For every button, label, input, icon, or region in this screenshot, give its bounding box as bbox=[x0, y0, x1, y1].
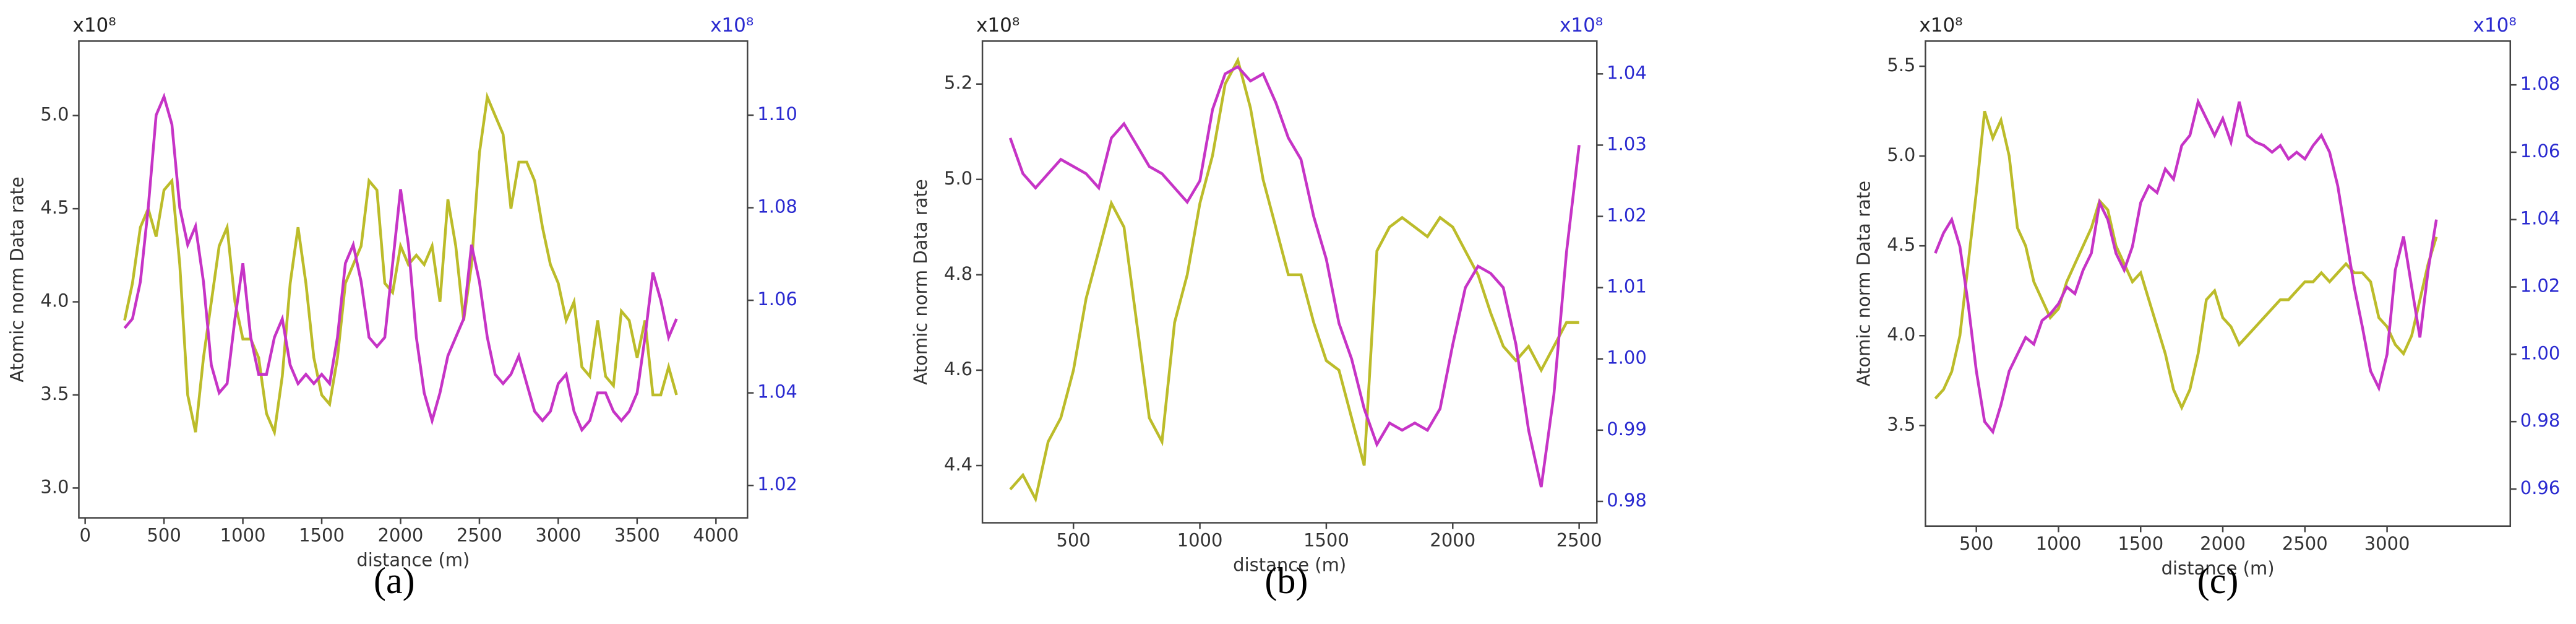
x-tick-label: 0 bbox=[79, 525, 90, 546]
y2-tick-label: 1.08 bbox=[757, 196, 797, 217]
y-tick-label: 4.4 bbox=[944, 454, 972, 475]
panel: 0 500 1000 1500 2000 2500 3000 3500 4000 3.0 3.5 4.… bbox=[6, 14, 797, 601]
y2-multiplier: x10⁸ bbox=[2473, 14, 2517, 37]
x-axis-label: distance (m) bbox=[356, 550, 470, 571]
data-line bbox=[1009, 56, 1579, 503]
y2-tick-label: 1.00 bbox=[2520, 342, 2561, 363]
y2-tick-label: 1.08 bbox=[2520, 73, 2561, 94]
y-tick-label: 4.5 bbox=[1887, 234, 1915, 255]
y2-multiplier: x10⁸ bbox=[1560, 14, 1603, 37]
x-tick-label: 1500 bbox=[1303, 529, 1349, 550]
y-tick-label: 4.5 bbox=[40, 197, 69, 218]
x-tick-label: 2000 bbox=[378, 525, 424, 546]
y-tick-label: 5.5 bbox=[1887, 54, 1915, 76]
y2-tick-label: 1.03 bbox=[1607, 133, 1647, 154]
x-tick-label: 2500 bbox=[2282, 533, 2328, 554]
y-tick-label: 4.8 bbox=[944, 263, 972, 284]
y2-tick-label: 1.02 bbox=[2520, 275, 2561, 297]
y-axis-label: Atomic norm Data rate bbox=[1853, 181, 1874, 386]
y-tick-label: 5.0 bbox=[1887, 144, 1915, 165]
x-tick-label: 500 bbox=[1057, 529, 1091, 550]
plot-frame bbox=[1925, 40, 2512, 527]
y2-tick-label: 1.04 bbox=[1607, 62, 1647, 83]
y2-tick-label: 1.06 bbox=[2520, 141, 2561, 162]
y-multiplier: x10⁸ bbox=[72, 14, 116, 37]
y-tick-label: 4.0 bbox=[40, 290, 69, 311]
y-tick-label: 4.0 bbox=[1887, 324, 1915, 345]
y2-tick-label: 1.01 bbox=[1607, 276, 1647, 297]
plot-frame bbox=[981, 40, 1598, 524]
data-line bbox=[1934, 110, 2438, 411]
y2-tick-label: 1.04 bbox=[757, 381, 797, 402]
caption: (b) bbox=[1264, 560, 1308, 601]
y-tick-label: 3.5 bbox=[1887, 414, 1915, 435]
y2-tick-label: 0.98 bbox=[2520, 410, 2561, 431]
y2-tick-label: 1.04 bbox=[2520, 208, 2561, 229]
y-axis-label: Atomic norm Data rate bbox=[910, 179, 931, 384]
x-tick-label: 1000 bbox=[2036, 533, 2082, 554]
x-tick-label: 4000 bbox=[693, 525, 739, 546]
y2-multiplier: x10⁸ bbox=[710, 14, 753, 37]
y-tick-label: 3.5 bbox=[40, 383, 69, 404]
x-tick-label: 2000 bbox=[2200, 533, 2246, 554]
y2-tick-label: 0.98 bbox=[1607, 490, 1647, 511]
caption: (a) bbox=[374, 560, 415, 601]
x-tick-label: 2500 bbox=[1556, 529, 1602, 550]
x-tick-label: 1000 bbox=[1177, 529, 1223, 550]
data-line bbox=[1008, 64, 1581, 488]
x-tick-label: 1000 bbox=[220, 525, 266, 546]
caption: (c) bbox=[2197, 560, 2239, 601]
x-tick-label: 3000 bbox=[2364, 533, 2410, 554]
y-multiplier: x10⁸ bbox=[1919, 14, 1962, 37]
y-tick-label: 4.6 bbox=[944, 358, 972, 379]
y-multiplier: x10⁸ bbox=[976, 14, 1020, 37]
y2-tick-label: 1.02 bbox=[757, 474, 797, 495]
y2-tick-label: 0.99 bbox=[1607, 418, 1647, 440]
x-tick-label: 500 bbox=[1959, 533, 1993, 554]
y2-tick-label: 1.10 bbox=[757, 103, 797, 124]
x-tick-label: 2000 bbox=[1430, 529, 1475, 550]
x-axis-label: distance (m) bbox=[2162, 558, 2275, 579]
y2-tick-label: 1.00 bbox=[1607, 347, 1647, 368]
panel: 500 1000 1500 2000 2500 3000 3.5 4.0 4.5 5.0 5.5 0.… bbox=[1853, 14, 2560, 601]
plot-frame bbox=[78, 40, 749, 519]
y-axis-label: Atomic norm Data rate bbox=[6, 176, 27, 382]
y-tick-label: 5.0 bbox=[944, 168, 972, 189]
x-tick-label: 3500 bbox=[614, 525, 660, 546]
x-tick-label: 3000 bbox=[536, 525, 582, 546]
panel: 500 1000 1500 2000 2500 4.4 4.6 4.8 5.0 5.2 0.98 0.… bbox=[910, 14, 1647, 601]
x-tick-label: 2500 bbox=[457, 525, 502, 546]
x-tick-label: 500 bbox=[147, 525, 181, 546]
x-tick-label: 1500 bbox=[299, 525, 345, 546]
y2-tick-label: 0.96 bbox=[2520, 477, 2561, 498]
x-tick-label: 1500 bbox=[2118, 533, 2163, 554]
data-line bbox=[1934, 97, 2438, 435]
data-line bbox=[123, 92, 678, 433]
y-tick-label: 5.0 bbox=[40, 104, 69, 125]
y-tick-label: 5.2 bbox=[944, 72, 972, 93]
y-tick-label: 3.0 bbox=[40, 476, 69, 497]
y2-tick-label: 1.02 bbox=[1607, 205, 1647, 226]
data-line bbox=[123, 92, 678, 438]
y2-tick-label: 1.06 bbox=[757, 288, 797, 310]
x-axis-label: distance (m) bbox=[1233, 554, 1346, 575]
